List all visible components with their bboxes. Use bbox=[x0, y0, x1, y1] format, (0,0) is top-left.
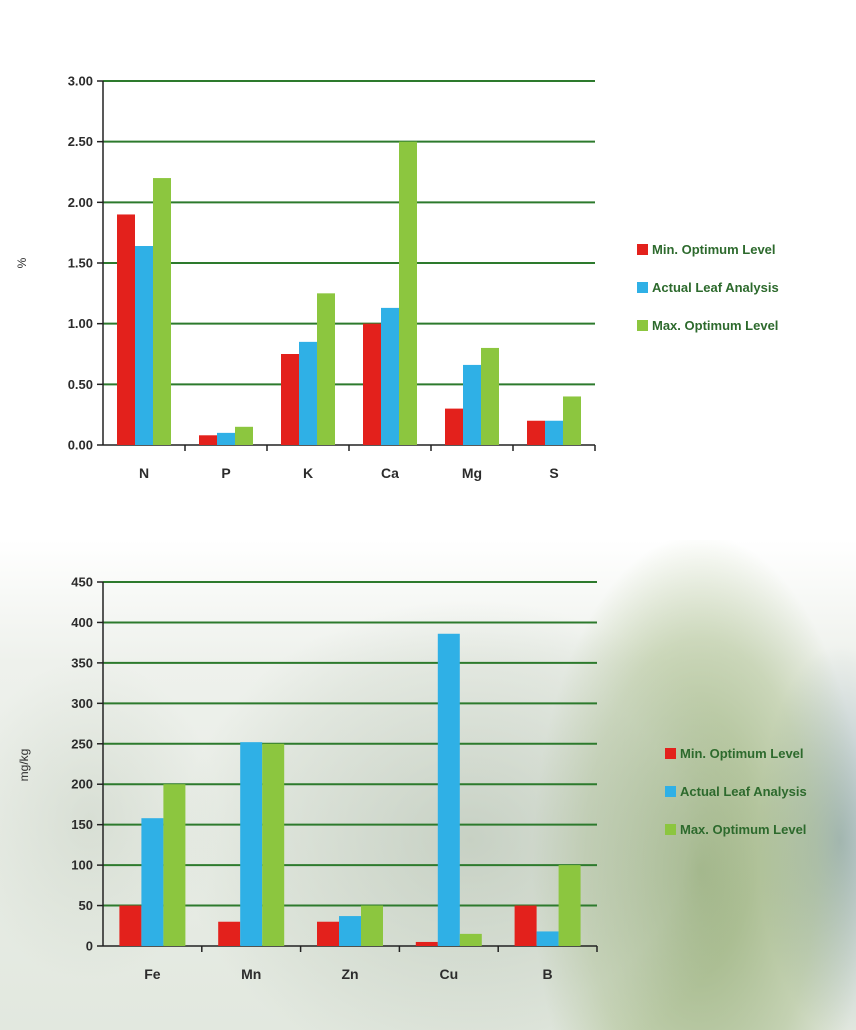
y-tick-label: 1.50 bbox=[68, 256, 93, 271]
bar-max-mn bbox=[262, 743, 285, 946]
bar-max-k bbox=[317, 293, 335, 445]
bar-max-s bbox=[563, 396, 581, 445]
bar-min-mg bbox=[445, 408, 463, 445]
legend-swatch-actual bbox=[665, 786, 676, 797]
micronutrient-chart: 0 50 100 150 200 250 300 350 400 450 Fe Mn Zn Cu Bmg/k… bbox=[17, 575, 598, 982]
bar-min-ca bbox=[363, 323, 381, 445]
bar-actual-fe bbox=[141, 818, 164, 946]
legend-label-max: Max. Optimum Level bbox=[652, 318, 779, 333]
legend-item-max: Max. Optimum Level bbox=[665, 820, 807, 839]
y-tick-label: 200 bbox=[71, 777, 93, 792]
bar-min-mn bbox=[218, 921, 241, 946]
legend-swatch-min bbox=[665, 748, 676, 759]
x-tick-label: N bbox=[139, 465, 149, 481]
bar-actual-zn bbox=[339, 916, 361, 946]
y-tick-label: 150 bbox=[71, 817, 93, 832]
bar-actual-n bbox=[135, 246, 153, 445]
bar-min-p bbox=[199, 435, 217, 445]
macronutrient-chart: 0.00 0.50 1.00 1.50 2.00 2.50 3.00 N P K Ca Mg S% bbox=[15, 74, 596, 481]
bar-actual-p bbox=[217, 432, 235, 445]
x-tick-label: Ca bbox=[381, 465, 399, 481]
bar-min-n bbox=[117, 214, 135, 445]
bar-min-cu bbox=[415, 941, 438, 946]
y-tick-label: 400 bbox=[71, 615, 93, 630]
legend-item-actual: Actual Leaf Analysis bbox=[637, 278, 779, 297]
bar-actual-ca bbox=[381, 307, 399, 445]
macronutrient-legend: Min. Optimum Level Actual Leaf Analysis … bbox=[637, 240, 779, 354]
bar-max-cu bbox=[459, 933, 482, 946]
x-tick-label: Fe bbox=[144, 966, 161, 982]
y-tick-label: 2.00 bbox=[68, 195, 93, 210]
y-tick-label: 450 bbox=[71, 575, 93, 590]
bar-max-p bbox=[235, 426, 253, 445]
legend-label-max: Max. Optimum Level bbox=[680, 822, 807, 837]
x-tick-label: Mn bbox=[241, 966, 261, 982]
bar-actual-s bbox=[545, 420, 563, 445]
bar-min-fe bbox=[119, 905, 142, 946]
y-tick-label: 0.50 bbox=[68, 377, 93, 392]
y-tick-label: 300 bbox=[71, 696, 93, 711]
bar-min-zn bbox=[317, 921, 339, 946]
y-tick-label: 100 bbox=[71, 858, 93, 873]
bar-max-n bbox=[153, 178, 171, 446]
bar-min-s bbox=[527, 420, 545, 445]
y-tick-label: 0.00 bbox=[68, 438, 93, 453]
legend-swatch-min bbox=[637, 244, 648, 255]
legend-swatch-actual bbox=[637, 282, 648, 293]
bar-actual-b bbox=[536, 931, 559, 946]
x-tick-label: S bbox=[549, 465, 558, 481]
micronutrient-legend: Min. Optimum Level Actual Leaf Analysis … bbox=[665, 744, 807, 858]
y-tick-label: 50 bbox=[79, 898, 93, 913]
bar-actual-cu bbox=[437, 633, 460, 946]
legend-label-actual: Actual Leaf Analysis bbox=[652, 280, 779, 295]
x-tick-label: P bbox=[221, 465, 230, 481]
legend-label-min: Min. Optimum Level bbox=[652, 242, 776, 257]
y-tick-label: 1.00 bbox=[68, 316, 93, 331]
y-axis-label: mg/kg bbox=[17, 749, 31, 782]
bar-max-b bbox=[558, 865, 581, 946]
y-tick-label: 350 bbox=[71, 655, 93, 670]
x-tick-label: K bbox=[303, 465, 313, 481]
legend-label-min: Min. Optimum Level bbox=[680, 746, 804, 761]
y-tick-label: 250 bbox=[71, 736, 93, 751]
bar-actual-mn bbox=[240, 742, 263, 946]
y-tick-label: 3.00 bbox=[68, 74, 93, 89]
y-axis-label: % bbox=[15, 257, 29, 268]
legend-label-actual: Actual Leaf Analysis bbox=[680, 784, 807, 799]
y-tick-label: 2.50 bbox=[68, 134, 93, 149]
legend-item-min: Min. Optimum Level bbox=[637, 240, 779, 259]
bar-max-mg bbox=[481, 347, 499, 445]
bar-actual-k bbox=[299, 341, 317, 445]
legend-swatch-max bbox=[665, 824, 676, 835]
bar-max-zn bbox=[361, 905, 383, 946]
x-tick-label: Cu bbox=[439, 966, 458, 982]
x-tick-label: B bbox=[543, 966, 553, 982]
legend-item-min: Min. Optimum Level bbox=[665, 744, 807, 763]
legend-item-actual: Actual Leaf Analysis bbox=[665, 782, 807, 801]
legend-item-max: Max. Optimum Level bbox=[637, 316, 779, 335]
legend-swatch-max bbox=[637, 320, 648, 331]
bar-max-fe bbox=[163, 784, 186, 946]
y-tick-label: 0 bbox=[86, 939, 93, 954]
x-tick-label: Mg bbox=[462, 465, 482, 481]
bar-max-ca bbox=[399, 141, 417, 445]
x-tick-label: Zn bbox=[341, 966, 358, 982]
bar-min-k bbox=[281, 354, 299, 445]
bar-actual-mg bbox=[463, 364, 481, 445]
bar-min-b bbox=[514, 905, 537, 946]
